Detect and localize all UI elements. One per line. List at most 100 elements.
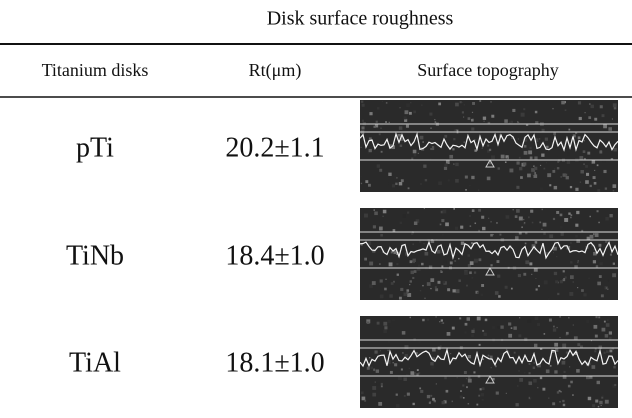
image-noise [407,393,410,396]
image-noise [607,319,609,321]
roughness-value: 18.1±1.0 [225,347,324,378]
image-noise [490,101,491,102]
image-noise [556,327,557,328]
image-noise [548,397,549,398]
image-noise [365,180,368,183]
image-noise [606,350,609,353]
image-noise [589,216,590,217]
image-noise [411,158,413,160]
image-noise [405,110,409,114]
image-noise [501,155,505,159]
image-noise [591,122,595,126]
image-noise [361,183,362,184]
image-noise [450,353,451,354]
image-noise [523,219,524,220]
image-noise [380,128,381,129]
image-noise [584,112,585,113]
image-noise [512,109,515,112]
image-noise [535,241,538,244]
image-noise [505,262,506,263]
image-noise [491,115,494,118]
image-noise [519,167,522,170]
image-noise [377,107,379,109]
image-noise [408,187,410,189]
image-noise [465,189,467,191]
image-noise [361,391,364,394]
image-noise [442,322,444,324]
image-noise [613,184,617,188]
image-noise [603,170,606,173]
image-noise [572,394,574,396]
image-noise [608,280,610,282]
image-noise [390,371,393,374]
image-noise [399,126,403,130]
image-noise [379,133,381,135]
image-noise [464,332,466,334]
image-noise [392,184,395,187]
image-noise [482,330,484,332]
image-noise [509,169,513,173]
image-noise [471,330,474,333]
image-noise [471,277,473,279]
image-noise [410,260,413,263]
image-noise [418,265,420,267]
image-noise [424,208,425,209]
image-noise [529,372,531,374]
image-noise [364,258,367,261]
image-noise [460,396,463,399]
image-noise [453,163,454,164]
image-noise [488,218,489,219]
page: Disk surface roughness Titanium disks Rt… [0,0,632,418]
image-noise [386,102,388,104]
image-noise [464,104,465,105]
image-noise [387,320,390,323]
image-noise [497,275,500,278]
image-noise [444,377,447,380]
image-noise [444,260,447,263]
image-noise [430,288,431,289]
image-noise [554,343,558,347]
image-noise [597,381,600,384]
image-noise [580,181,581,182]
image-noise [530,396,532,398]
image-noise [581,230,583,232]
image-noise [500,353,502,355]
image-noise [472,102,475,105]
image-noise [464,142,465,143]
image-noise [593,260,596,263]
image-noise [553,328,556,331]
image-noise [430,128,431,129]
image-noise [567,153,570,156]
image-noise [399,182,402,185]
image-noise [556,211,559,214]
image-noise [489,149,491,151]
image-noise [595,400,598,403]
image-noise [441,323,442,324]
image-noise [382,216,383,217]
image-noise [444,135,447,138]
image-noise [413,150,417,154]
image-noise [461,242,464,245]
image-noise [583,150,586,153]
image-noise [570,242,572,244]
image-noise [416,373,418,375]
image-noise [466,378,467,379]
image-noise [479,258,482,261]
image-noise [490,356,493,359]
image-noise [529,262,532,265]
image-noise [435,286,437,288]
image-noise [480,151,482,153]
column-header: Surface topography [417,60,558,80]
image-noise [435,316,437,318]
image-noise [505,161,507,163]
image-noise [561,233,564,236]
image-noise [437,250,441,254]
image-noise [471,119,474,122]
image-noise [464,371,467,374]
image-noise [385,279,386,280]
image-noise [592,404,595,407]
image-noise [500,325,503,328]
image-noise [368,152,369,153]
image-noise [528,216,530,218]
image-noise [530,157,533,160]
